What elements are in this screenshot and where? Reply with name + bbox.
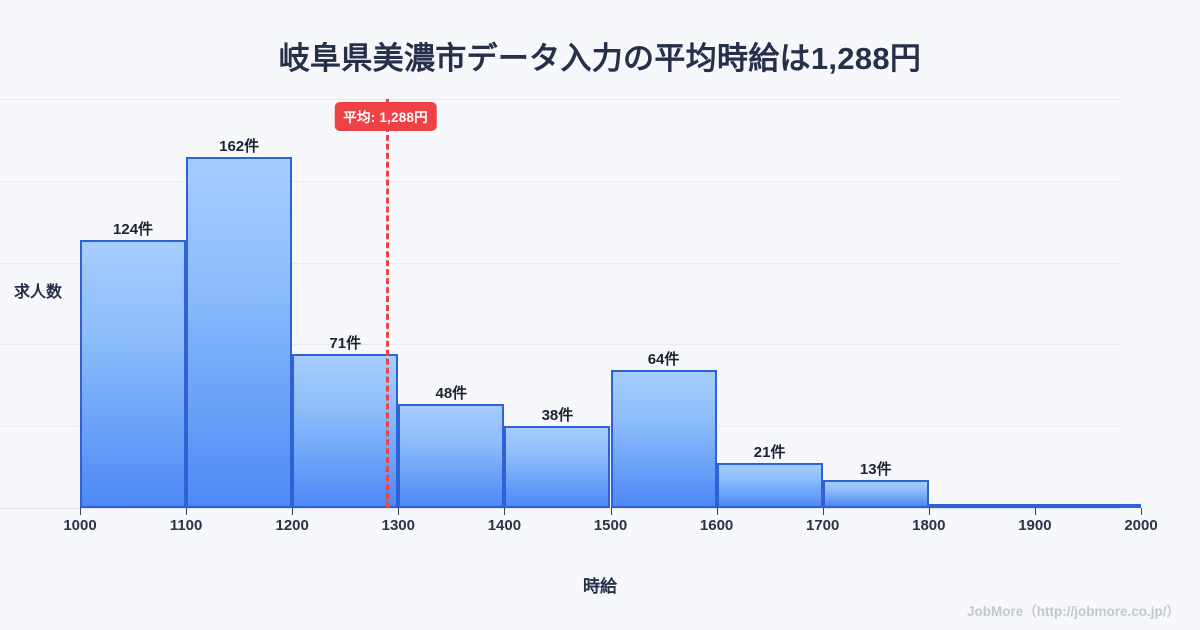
gridline xyxy=(0,262,1120,264)
gridline xyxy=(0,344,1120,346)
y-axis-label: 求人数 xyxy=(14,284,63,301)
x-tick-mark xyxy=(398,508,400,515)
bar-value-label: 38件 xyxy=(541,406,574,424)
gridline xyxy=(0,99,1120,100)
bar[interactable] xyxy=(928,503,1035,508)
bar-value-label: 124件 xyxy=(113,220,154,238)
x-tick-label: 1100 xyxy=(169,517,203,534)
bar[interactable] xyxy=(186,157,293,508)
x-axis-baseline xyxy=(0,508,1120,509)
average-badge: 平均: 1,288円 xyxy=(334,102,437,131)
x-tick-label: 1700 xyxy=(806,517,840,534)
page-title: 岐阜県美濃市データ入力の平均時給は1,288円 xyxy=(278,41,922,76)
x-tick-label: 1600 xyxy=(699,517,734,534)
gridline xyxy=(0,180,1120,182)
x-tick-mark xyxy=(1034,508,1036,515)
x-axis-label: 時給 xyxy=(583,577,617,596)
bar-value-label: 48件 xyxy=(435,385,468,403)
bar[interactable] xyxy=(80,239,187,508)
bar-value-label: 21件 xyxy=(753,443,786,461)
bar[interactable] xyxy=(1034,503,1141,508)
x-tick-label: 1000 xyxy=(63,517,97,534)
x-tick-label: 1300 xyxy=(381,517,415,534)
bar-value-label: 64件 xyxy=(647,350,680,368)
x-tick-mark xyxy=(292,508,294,515)
x-tick-mark xyxy=(928,508,930,515)
bar-value-label: 71件 xyxy=(329,335,362,353)
x-tick-mark xyxy=(504,508,506,515)
x-tick-label: 1900 xyxy=(1018,517,1052,534)
footer-credit: JobMore（http://jobmore.co.jp/） xyxy=(967,604,1180,619)
bar[interactable] xyxy=(504,425,611,508)
plot-area: 124件 162件 71件 48件 38件 64件 21件 13件 1000 1100 1200 1… xyxy=(0,99,1158,534)
x-tick-mark xyxy=(716,508,718,515)
x-tick-label: 1400 xyxy=(487,517,522,534)
x-tick-label: 1200 xyxy=(275,517,309,534)
x-tick-label: 1800 xyxy=(912,517,946,534)
bar[interactable] xyxy=(716,462,823,508)
bar[interactable] xyxy=(398,404,505,508)
bar-value-label: 162件 xyxy=(219,138,260,156)
bar-value-label: 13件 xyxy=(859,460,892,478)
x-tick-mark xyxy=(80,508,81,515)
x-tick-label: 1500 xyxy=(593,517,628,534)
x-tick-mark xyxy=(822,508,824,515)
x-tick-mark xyxy=(186,508,188,515)
average-line xyxy=(385,99,389,508)
bar[interactable] xyxy=(822,479,929,508)
x-tick-mark xyxy=(610,508,612,515)
x-tick-label: 2000 xyxy=(1124,517,1158,534)
x-tick-mark xyxy=(1141,508,1142,515)
bar[interactable] xyxy=(610,369,717,508)
bar[interactable] xyxy=(292,354,399,508)
